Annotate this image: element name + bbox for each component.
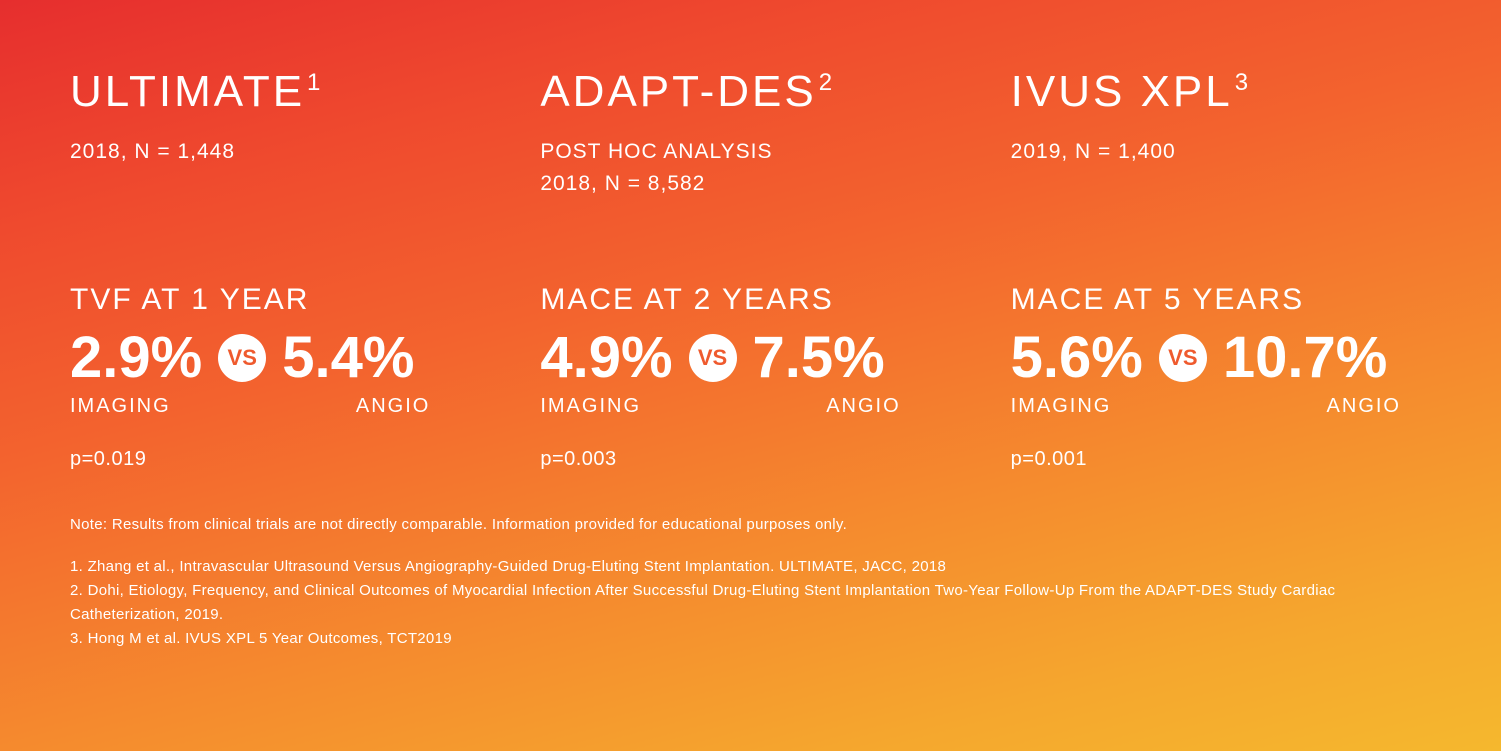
study-ivus-xpl: IVUS XPL3 2019, N = 1,400 MACE AT 5 YEAR… [1011,70,1441,471]
vs-label: VS [698,345,727,371]
meta-line1: 2018, N = 1,448 [70,136,500,168]
study-title-sup: 2 [819,69,835,96]
imaging-pct: 4.9% [540,329,672,387]
p-value: p=0.019 [70,448,500,471]
angio-label: ANGIO [826,395,970,418]
imaging-label: IMAGING [1011,395,1112,418]
meta-line1: 2019, N = 1,400 [1011,136,1441,168]
compare-labels: IMAGING ANGIO [1011,395,1441,418]
p-value: p=0.003 [540,448,970,471]
study-title-sup: 3 [1235,69,1251,96]
outcome-block: MACE AT 2 YEARS 4.9% VS 7.5% IMAGING ANG… [540,283,970,471]
angio-pct: 5.4% [282,329,414,387]
angio-label: ANGIO [1327,395,1441,418]
outcome-title: MACE AT 2 YEARS [540,283,970,317]
angio-pct: 10.7% [1223,329,1387,387]
vs-badge: VS [689,334,737,382]
imaging-pct: 5.6% [1011,329,1143,387]
study-title: IVUS XPL3 [1011,70,1441,114]
outcome-block: TVF AT 1 YEAR 2.9% VS 5.4% IMAGING ANGIO… [70,283,500,471]
p-value: p=0.001 [1011,448,1441,471]
study-meta: 2019, N = 1,400 [1011,136,1441,168]
imaging-pct: 2.9% [70,329,202,387]
footer-ref-2: 2. Dohi, Etiology, Frequency, and Clinic… [70,579,1441,627]
compare-labels: IMAGING ANGIO [540,395,970,418]
compare-row: 5.6% VS 10.7% [1011,329,1441,387]
vs-badge: VS [1159,334,1207,382]
imaging-label: IMAGING [540,395,641,418]
outcome-title: TVF AT 1 YEAR [70,283,500,317]
outcome-block: MACE AT 5 YEARS 5.6% VS 10.7% IMAGING AN… [1011,283,1441,471]
outcome-title: MACE AT 5 YEARS [1011,283,1441,317]
imaging-label: IMAGING [70,395,171,418]
study-adapt-des: ADAPT-DES2 POST HOC ANALYSIS 2018, N = 8… [540,70,970,471]
study-title-sup: 1 [307,69,323,96]
vs-label: VS [228,345,257,371]
footer-ref-3: 3. Hong M et al. IVUS XPL 5 Year Outcome… [70,627,1441,651]
meta-line1: POST HOC ANALYSIS [540,136,970,168]
meta-line2: 2018, N = 8,582 [540,168,970,200]
study-title-text: IVUS XPL [1011,67,1233,116]
vs-badge: VS [218,334,266,382]
study-title: ADAPT-DES2 [540,70,970,114]
study-meta: POST HOC ANALYSIS 2018, N = 8,582 [540,136,970,199]
footer: Note: Results from clinical trials are n… [70,513,1441,651]
studies-row: ULTIMATE1 2018, N = 1,448 TVF AT 1 YEAR … [70,70,1441,471]
study-title-text: ADAPT-DES [540,67,816,116]
study-title-text: ULTIMATE [70,67,305,116]
compare-row: 2.9% VS 5.4% [70,329,500,387]
angio-pct: 7.5% [753,329,885,387]
footer-note: Note: Results from clinical trials are n… [70,513,1441,537]
angio-label: ANGIO [356,395,500,418]
study-ultimate: ULTIMATE1 2018, N = 1,448 TVF AT 1 YEAR … [70,70,500,471]
study-title: ULTIMATE1 [70,70,500,114]
footer-ref-1: 1. Zhang et al., Intravascular Ultrasoun… [70,555,1441,579]
vs-label: VS [1168,345,1197,371]
study-meta: 2018, N = 1,448 [70,136,500,168]
compare-row: 4.9% VS 7.5% [540,329,970,387]
compare-labels: IMAGING ANGIO [70,395,500,418]
